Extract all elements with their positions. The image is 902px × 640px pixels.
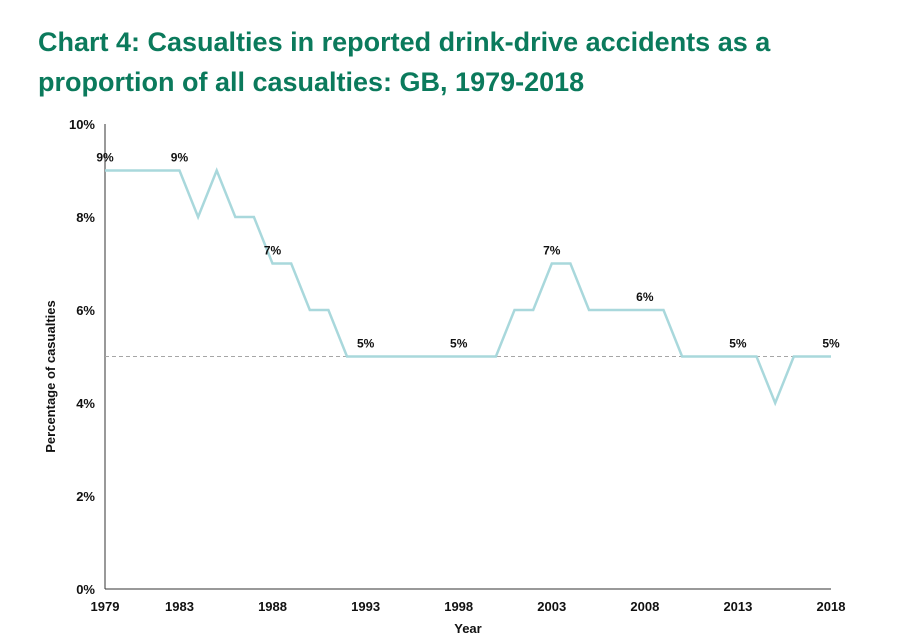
data-label: 5%: [729, 337, 747, 351]
x-tick-labels: 1979 1983 1988 1993 1998 2003 2008 2013 2018: [91, 599, 846, 614]
y-tick-labels: 0% 2% 4% 6% 8% 10%: [69, 117, 95, 597]
x-tick-label: 1993: [351, 599, 380, 614]
y-tick-label: 2%: [76, 489, 95, 504]
y-tick-label: 8%: [76, 210, 95, 225]
data-label: 9%: [96, 151, 114, 165]
y-axis-title: Percentage of casualties: [43, 300, 58, 452]
data-label: 6%: [636, 290, 654, 304]
chart-title: Chart 4: Casualties in reported drink-dr…: [38, 27, 771, 97]
y-tick-label: 4%: [76, 396, 95, 411]
y-tick-label: 10%: [69, 117, 95, 132]
x-axis-title: Year: [454, 621, 481, 636]
y-tick-label: 6%: [76, 303, 95, 318]
data-label: 5%: [822, 337, 840, 351]
data-label: 9%: [171, 151, 189, 165]
x-tick-label: 1988: [258, 599, 287, 614]
series-group: [105, 167, 831, 407]
x-tick-label: 2008: [630, 599, 659, 614]
x-tick-label: 2018: [817, 599, 846, 614]
data-label: 5%: [357, 337, 375, 351]
data-label: 7%: [543, 244, 561, 258]
x-tick-label: 2003: [537, 599, 566, 614]
x-tick-label: 1998: [444, 599, 473, 614]
x-tick-label: 1983: [165, 599, 194, 614]
data-label-group: 9% 9% 7% 5% 5% 7% 6% 5% 5%: [96, 151, 840, 351]
x-tick-label: 2013: [723, 599, 752, 614]
y-tick-label: 0%: [76, 582, 95, 597]
data-label: 7%: [264, 244, 282, 258]
x-tick-label: 1979: [91, 599, 120, 614]
data-label: 5%: [450, 337, 468, 351]
series-line: [105, 167, 831, 407]
